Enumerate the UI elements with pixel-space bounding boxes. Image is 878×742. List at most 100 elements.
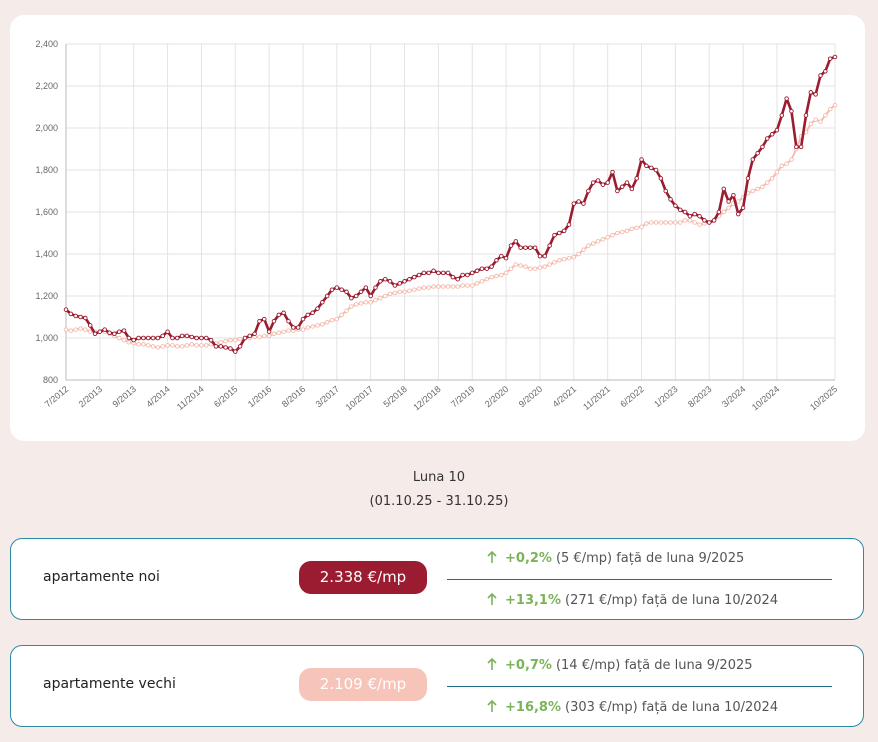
data-point	[450, 284, 456, 289]
arrow-up	[487, 657, 497, 670]
data-point	[92, 331, 98, 337]
data-point	[165, 329, 170, 334]
arrow-up	[487, 699, 497, 712]
data-point	[484, 276, 490, 282]
data-point	[286, 318, 291, 324]
data-point	[320, 300, 325, 305]
data-point	[305, 325, 311, 330]
chart: 800 1,000 1,200 1,400 1,600 1,800 2,000 2,200 2,…	[35, 39, 839, 413]
series-line	[65, 55, 836, 353]
data-point	[116, 335, 122, 341]
data-point	[78, 314, 83, 320]
data-point	[697, 213, 702, 219]
data-point	[324, 293, 330, 299]
change-row: +13,1% (271 €/mp) față de luna 10/2024	[487, 592, 778, 608]
data-point	[644, 163, 649, 169]
data-point	[731, 192, 736, 198]
data-point	[634, 225, 639, 230]
data-point	[204, 343, 209, 348]
data-point	[189, 342, 194, 347]
data-point	[721, 186, 727, 192]
data-point	[218, 344, 224, 349]
data-point	[407, 288, 412, 294]
data-point	[537, 265, 543, 270]
data-point	[83, 315, 88, 321]
data-point	[397, 289, 402, 295]
data-point	[160, 333, 165, 339]
data-point	[431, 268, 436, 274]
data-point	[624, 228, 630, 234]
data-point	[668, 197, 673, 202]
x-tick-label: 4/2014	[144, 384, 172, 409]
data-point	[508, 266, 514, 271]
data-point	[315, 323, 320, 328]
x-tick-label: 3/2024	[720, 384, 748, 409]
data-point	[818, 73, 823, 78]
x-tick-label: 11/2021	[581, 384, 612, 412]
data-point	[78, 326, 83, 331]
data-point	[204, 335, 209, 341]
data-point	[349, 295, 354, 301]
divider	[447, 686, 832, 687]
data-point	[557, 258, 562, 263]
data-point	[112, 331, 117, 337]
x-tick-label: 5/2018	[381, 384, 409, 409]
data-point	[242, 335, 248, 341]
data-point	[629, 226, 635, 232]
data-point	[416, 286, 422, 291]
data-point	[126, 335, 132, 341]
data-point	[407, 276, 412, 282]
data-point	[740, 205, 746, 211]
data-point	[184, 343, 190, 348]
data-point	[465, 283, 470, 288]
data-point	[213, 344, 219, 349]
data-point	[281, 310, 286, 316]
data-point	[586, 188, 591, 194]
series-line	[65, 104, 836, 349]
x-tick-label: 8/2023	[686, 384, 714, 409]
data-point	[508, 243, 514, 248]
y-tick-label: 2,000	[35, 123, 58, 133]
data-point	[416, 272, 422, 278]
change-row: +0,2% (5 €/mp) față de luna 9/2025	[487, 550, 744, 566]
data-point	[426, 270, 431, 276]
change-text: (303 €/mp) față de luna 10/2024	[565, 700, 779, 715]
data-point	[794, 144, 799, 150]
data-point	[223, 338, 228, 344]
data-point	[87, 329, 93, 334]
data-point	[450, 274, 456, 280]
data-point	[358, 289, 364, 295]
data-point	[334, 316, 340, 322]
data-point	[750, 188, 756, 194]
data-point	[479, 266, 485, 271]
data-point	[305, 312, 311, 318]
data-point	[765, 136, 770, 141]
data-point	[619, 184, 625, 190]
data-point	[774, 169, 780, 175]
price-card: apartamente noi 2.338 €/mp +0,2% (5 €/mp)…	[10, 538, 864, 620]
x-tick-label: 10/2017	[344, 384, 375, 413]
data-point	[571, 201, 577, 206]
data-point	[682, 209, 688, 215]
data-point	[760, 144, 765, 150]
data-point	[218, 339, 224, 345]
data-point	[353, 302, 359, 307]
data-point	[547, 262, 552, 267]
data-point	[426, 285, 431, 290]
data-point	[145, 343, 151, 348]
x-tick-label: 1/2023	[652, 384, 680, 409]
data-point	[411, 287, 417, 292]
data-point	[373, 285, 378, 290]
data-point	[145, 335, 151, 341]
data-point	[726, 205, 731, 211]
data-point	[595, 239, 601, 244]
data-point	[489, 264, 494, 269]
data-point	[639, 224, 644, 229]
data-point	[470, 283, 475, 288]
data-point	[474, 268, 480, 274]
data-point	[494, 258, 499, 263]
data-point	[513, 262, 519, 267]
data-point	[174, 344, 180, 349]
data-point	[658, 176, 664, 181]
